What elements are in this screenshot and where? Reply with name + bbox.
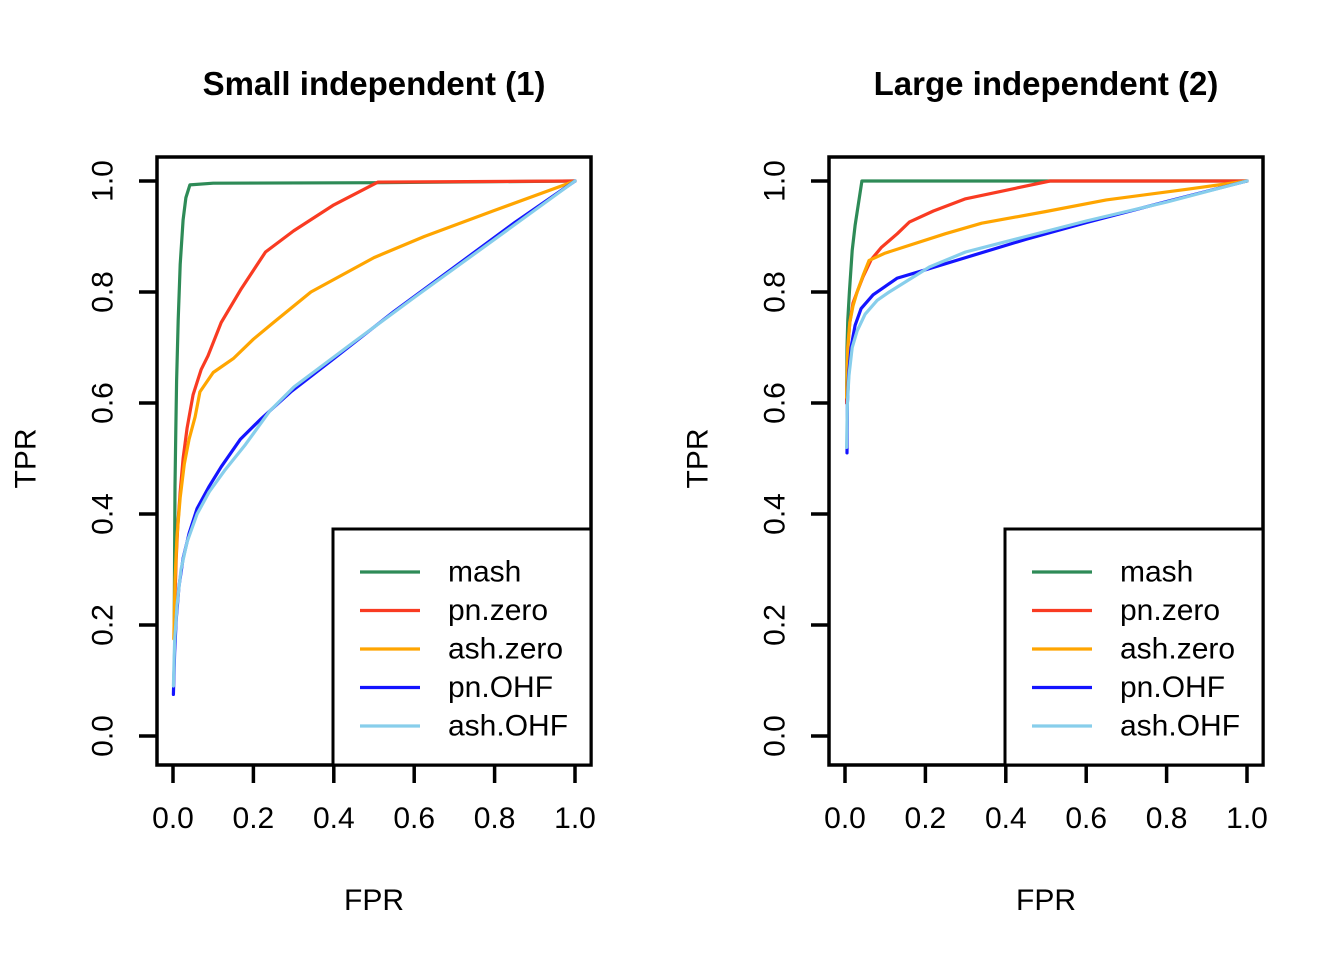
y-tick-label: 0.0 (87, 715, 120, 757)
series-line-ash.OHF (171, 179, 577, 688)
legend-label-pn.zero: pn.zero (1120, 594, 1220, 627)
x-tick-label: 1.0 (1226, 802, 1268, 835)
chart-title: Large independent (2) (874, 65, 1219, 102)
chart-title: Small independent (1) (203, 65, 546, 102)
x-axis-label: FPR (344, 884, 404, 917)
legend-label-mash: mash (1120, 556, 1193, 589)
y-tick-label: 0.2 (87, 604, 120, 646)
y-tick-label: 0.6 (759, 382, 792, 424)
series-line-pn.OHF (845, 179, 1249, 455)
legend-label-ash.OHF: ash.OHF (1120, 710, 1240, 743)
y-tick-label: 0.8 (87, 271, 120, 313)
roc-chart-large-independent: Large independent (2) 0.0 0.2 0.4 0.6 0.8 1.0 0… (682, 65, 1268, 917)
x-tick-label: 0.4 (985, 802, 1027, 835)
series-line-ash.zero (845, 179, 1249, 399)
x-tick-label: 1.0 (554, 802, 596, 835)
y-tick-label: 0.8 (759, 271, 792, 313)
series-line-ash.zero (172, 179, 577, 641)
y-tick-label: 1.0 (759, 160, 792, 202)
legend-label-pn.zero: pn.zero (448, 594, 548, 627)
x-axis-label: FPR (1016, 884, 1076, 917)
legend-label-ash.zero: ash.zero (448, 633, 563, 666)
x-tick-label: 0.6 (393, 802, 435, 835)
x-tick-label: 0.4 (313, 802, 355, 835)
y-tick-label: 0.2 (759, 604, 792, 646)
roc-chart-small-independent: Small independent (1) 0.0 0.2 0.4 0.6 0.8 1.0 0… (10, 65, 596, 917)
x-tick-label: 0.6 (1065, 802, 1107, 835)
y-tick-label: 0.4 (759, 493, 792, 535)
y-tick-label: 1.0 (87, 160, 120, 202)
y-axis-label: TPR (682, 429, 715, 489)
x-tick-label: 0.2 (905, 802, 947, 835)
series-line-mash (845, 179, 1249, 405)
series-line-pn.zero (845, 179, 1249, 405)
x-tick-label: 0.0 (824, 802, 866, 835)
legend-label-pn.OHF: pn.OHF (1120, 671, 1225, 704)
legend-label-pn.OHF: pn.OHF (448, 671, 553, 704)
x-tick-label: 0.8 (474, 802, 516, 835)
x-tick-label: 0.0 (152, 802, 194, 835)
y-tick-label: 0.4 (87, 493, 120, 535)
y-axis-label: TPR (10, 429, 43, 489)
y-tick-label: 0.0 (759, 715, 792, 757)
series-line-ash.OHF (845, 179, 1249, 449)
y-tick-label: 0.6 (87, 382, 120, 424)
x-tick-label: 0.8 (1146, 802, 1188, 835)
legend-label-mash: mash (448, 556, 521, 589)
x-tick-label: 0.2 (233, 802, 275, 835)
legend-label-ash.zero: ash.zero (1120, 633, 1235, 666)
series-line-mash (172, 179, 577, 633)
legend-label-ash.OHF: ash.OHF (448, 710, 568, 743)
